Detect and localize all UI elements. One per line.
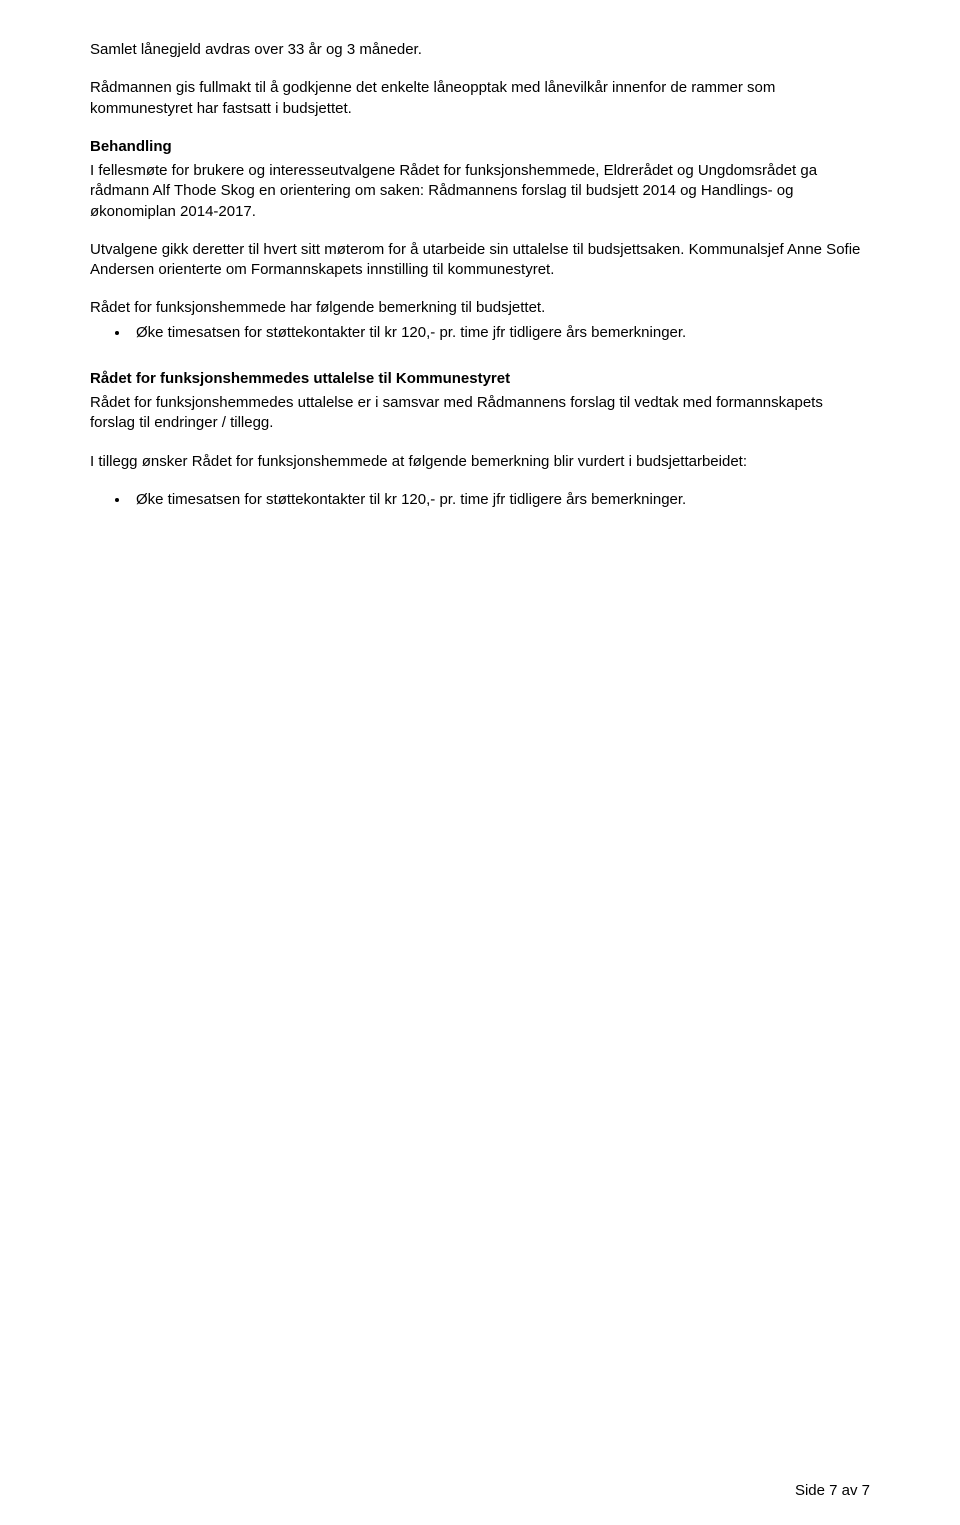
heading-uttalelse: Rådet for funksjonshemmedes uttalelse ti…	[90, 369, 870, 389]
paragraph-utvalgene: Utvalgene gikk deretter til hvert sitt m…	[90, 240, 870, 281]
paragraph-uttalelse-samsvar: Rådet for funksjonshemmedes uttalelse er…	[90, 393, 870, 434]
document-page: Samlet lånegjeld avdras over 33 år og 3 …	[0, 0, 960, 1525]
bullet-item-timesats-1: Øke timesatsen for støttekontakter til k…	[130, 323, 870, 343]
paragraph-i-tillegg: I tillegg ønsker Rådet for funksjonshemm…	[90, 452, 870, 472]
bullet-item-timesats-2: Øke timesatsen for støttekontakter til k…	[130, 490, 870, 510]
heading-behandling: Behandling	[90, 137, 870, 157]
paragraph-fellesmote: I fellesmøte for brukere og interesseutv…	[90, 161, 870, 222]
page-footer: Side 7 av 7	[795, 1482, 870, 1499]
paragraph-bemerkning-intro: Rådet for funksjonshemmede har følgende …	[90, 298, 870, 318]
paragraph-authority: Rådmannen gis fullmakt til å godkjenne d…	[90, 78, 870, 119]
bullet-list-2: Øke timesatsen for støttekontakter til k…	[90, 490, 870, 510]
paragraph-loan-term: Samlet lånegjeld avdras over 33 år og 3 …	[90, 40, 870, 60]
bullet-list-1: Øke timesatsen for støttekontakter til k…	[90, 323, 870, 343]
